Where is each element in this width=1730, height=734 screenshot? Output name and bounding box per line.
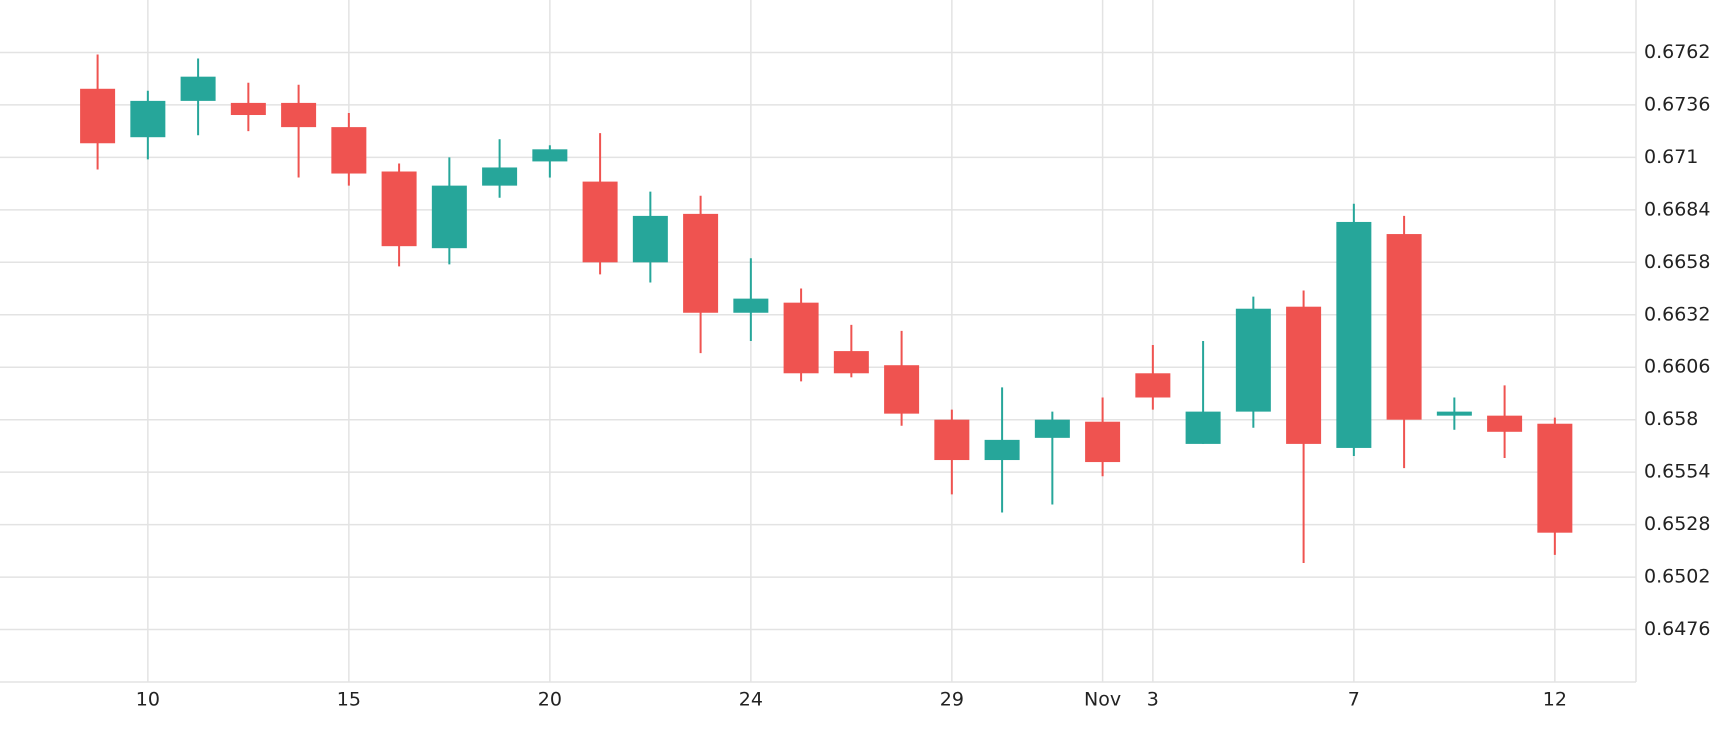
y-tick-label: 0.6684 (1644, 198, 1710, 220)
candle-body (1436, 411, 1472, 416)
y-tick-label: 0.6476 (1644, 618, 1710, 640)
x-tick-label: 15 (337, 689, 361, 711)
candle-body (180, 76, 216, 101)
candle-body (733, 298, 769, 313)
candle-body (1085, 421, 1121, 463)
candle-body (582, 181, 618, 263)
candle-body (1135, 373, 1171, 398)
candle-body (1286, 306, 1322, 444)
candle-body (632, 215, 668, 263)
candle-body (1336, 221, 1372, 448)
candle-body (381, 171, 417, 247)
candle-body (281, 102, 317, 128)
candle-body (833, 351, 869, 374)
x-tick-label: 24 (739, 689, 763, 711)
y-tick-label: 0.671 (1644, 146, 1698, 168)
candle-body (1386, 234, 1422, 420)
candle-body (1235, 308, 1271, 412)
y-tick-label: 0.6658 (1644, 251, 1710, 273)
candle-body (130, 100, 166, 138)
y-tick-label: 0.6528 (1644, 513, 1710, 535)
x-tick-label: 12 (1543, 689, 1567, 711)
x-tick-label: 3 (1147, 689, 1159, 711)
y-tick-label: 0.658 (1644, 408, 1698, 430)
y-tick-label: 0.6606 (1644, 356, 1710, 378)
candle-body (532, 149, 568, 162)
y-tick-label: 0.6762 (1644, 41, 1710, 63)
x-tick-label: 7 (1348, 689, 1360, 711)
candle-body (1487, 415, 1523, 432)
x-tick-label: Nov (1084, 689, 1121, 711)
x-tick-label: 20 (538, 689, 562, 711)
candle-body (884, 365, 920, 414)
candle-body (934, 419, 970, 461)
y-tick-label: 0.6554 (1644, 461, 1710, 483)
y-tick-label: 0.6736 (1644, 93, 1710, 115)
candle-body (230, 102, 266, 116)
candle-body (431, 185, 467, 249)
candle-body (783, 302, 819, 374)
candle-body (1537, 423, 1573, 533)
y-tick-label: 0.6502 (1644, 566, 1710, 588)
candle-body (1185, 411, 1221, 444)
candle-body (482, 167, 518, 186)
candle-body (80, 88, 116, 144)
candle-body (331, 127, 367, 174)
y-tick-label: 0.6632 (1644, 303, 1710, 325)
x-tick-label: 10 (136, 689, 160, 711)
candle-body (984, 439, 1020, 461)
candle-body (683, 213, 719, 313)
x-tick-label: 29 (940, 689, 964, 711)
candle-body (1034, 419, 1070, 438)
